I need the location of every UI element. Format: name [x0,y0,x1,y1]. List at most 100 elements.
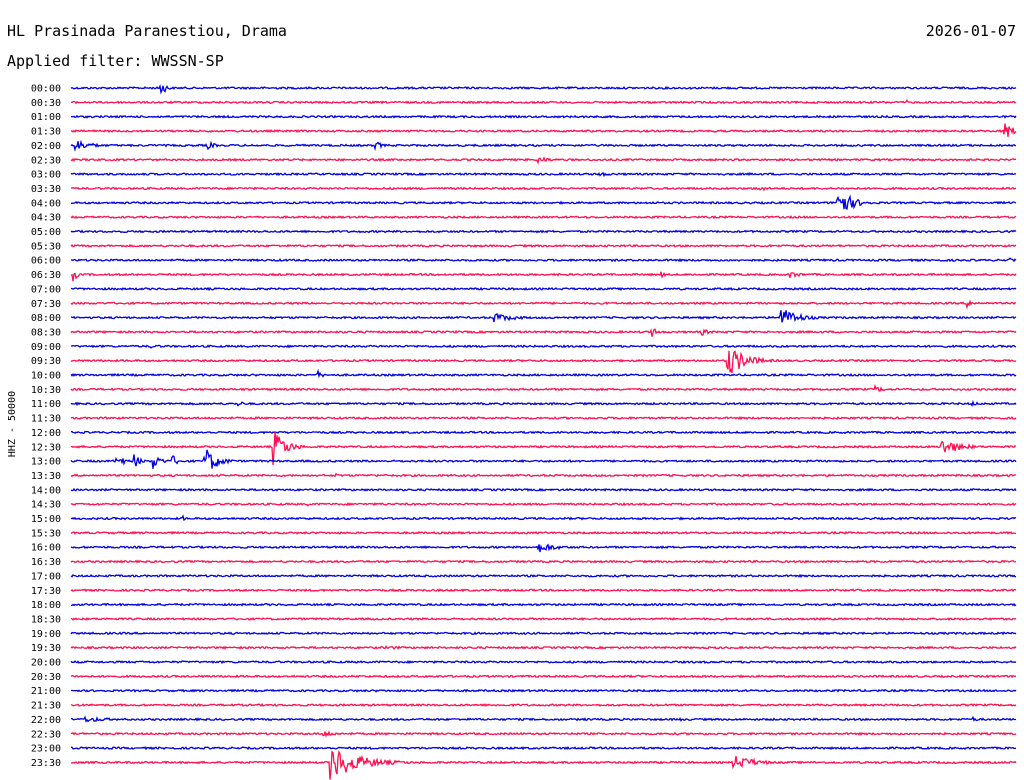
trace-row-0900 [70,344,1017,349]
time-tick-label: 08:00 [31,313,61,324]
trace-row-0030 [70,98,1017,105]
time-tick-label: 14:30 [31,500,61,511]
trace-row-0600 [70,257,1017,263]
time-tick-label: 11:00 [31,399,61,410]
time-tick-label: 00:30 [31,98,61,109]
trace-row-1430 [70,502,1017,507]
trace-row-1600 [70,543,1017,553]
trace-row-0100 [70,114,1017,119]
trace-row-2100 [70,688,1017,693]
trace-row-0430 [70,215,1017,220]
trace-row-1530 [70,530,1017,535]
time-tick-label: 21:00 [31,686,61,697]
time-tick-label: 10:30 [31,385,61,396]
time-tick-label: 14:00 [31,485,61,496]
trace-row-1300 [70,449,1017,469]
time-tick-label: 06:00 [31,256,61,267]
time-tick-label: 03:00 [31,170,61,181]
trace-row-1830 [70,616,1017,622]
time-tick-label: 20:30 [31,672,61,683]
time-tick-label: 09:30 [31,356,61,367]
trace-row-0800 [70,310,1017,323]
time-tick-label: 15:00 [31,514,61,525]
time-tick-label: 23:30 [31,758,61,769]
time-tick-labels: 00:00 00:30 01:00 01:30 02:00 02:30 03:00 03:30… [31,84,61,769]
time-tick-label: 09:00 [31,342,61,353]
trace-row-2300 [70,745,1017,751]
time-tick-label: 12:30 [31,442,61,453]
trace-row-0000 [70,84,1017,95]
trace-row-1130 [70,415,1017,421]
trace-row-0500 [70,229,1017,234]
trace-row-1330 [70,472,1017,478]
time-tick-label: 12:00 [31,428,61,439]
time-tick-label: 07:30 [31,299,61,310]
trace-row-0730 [70,299,1017,310]
time-tick-label: 13:30 [31,471,61,482]
trace-row-0130 [70,123,1017,137]
trace-row-0830 [70,328,1017,337]
station-title: HL Prasinada Paranestiou, Drama [7,22,287,40]
time-tick-label: 05:30 [31,241,61,252]
time-tick-label: 01:30 [31,127,61,138]
time-tick-label: 20:00 [31,658,61,669]
filter-subtitle: Applied filter: WWSSN-SP [7,52,224,70]
time-tick-label: 21:30 [31,701,61,712]
time-tick-label: 19:00 [31,629,61,640]
time-tick-label: 13:00 [31,457,61,468]
trace-row-0300 [70,171,1017,178]
time-tick-label: 00:00 [31,84,61,95]
trace-row-0230 [70,156,1017,165]
time-tick-label: 01:00 [31,112,61,123]
trace-row-1000 [70,368,1017,379]
time-tick-label: 04:30 [31,213,61,224]
time-tick-label: 22:00 [31,715,61,726]
time-tick-label: 18:00 [31,600,61,611]
time-tick-label: 02:00 [31,141,61,152]
trace-row-0930 [70,350,1017,374]
trace-row-1100 [70,399,1017,408]
time-tick-label: 18:30 [31,614,61,625]
time-tick-label: 08:30 [31,327,61,338]
time-tick-label: 23:00 [31,744,61,755]
time-tick-label: 06:30 [31,270,61,281]
trace-row-0700 [70,286,1017,292]
trace-row-1030 [70,383,1017,392]
trace-row-1900 [70,631,1017,636]
time-tick-label: 03:30 [31,184,61,195]
trace-row-2230 [71,730,1017,738]
trace-row-0330 [70,186,1017,192]
time-tick-label: 17:00 [31,571,61,582]
time-tick-label: 17:30 [31,586,61,597]
seismic-traces [70,84,1017,780]
trace-row-2200 [70,715,1016,723]
trace-row-1400 [70,487,1017,492]
trace-row-0630 [70,271,1017,282]
trace-row-0400 [71,194,1017,210]
trace-row-0200 [70,139,1017,152]
trace-row-1730 [70,588,1017,593]
time-tick-label: 05:00 [31,227,61,238]
trace-row-1930 [70,645,1017,650]
trace-row-1200 [70,430,1017,435]
trace-row-2000 [70,659,1017,665]
time-tick-label: 15:30 [31,528,61,539]
time-tick-label: 16:30 [31,557,61,568]
time-tick-label: 04:00 [31,198,61,209]
trace-row-1230 [70,431,1017,465]
y-axis-label: HHZ - 50000 [7,391,18,457]
record-date: 2026-01-07 [926,22,1016,40]
time-tick-label: 11:30 [31,414,61,425]
trace-row-2330 [70,750,1017,780]
trace-row-1630 [70,559,1017,564]
trace-row-2030 [70,674,1017,679]
trace-row-2130 [70,702,1017,708]
time-tick-label: 19:30 [31,643,61,654]
trace-row-1700 [70,573,1017,579]
trace-row-1500 [70,514,1017,522]
trace-row-1800 [70,602,1017,607]
trace-row-0530 [70,243,1017,248]
time-tick-label: 07:00 [31,284,61,295]
